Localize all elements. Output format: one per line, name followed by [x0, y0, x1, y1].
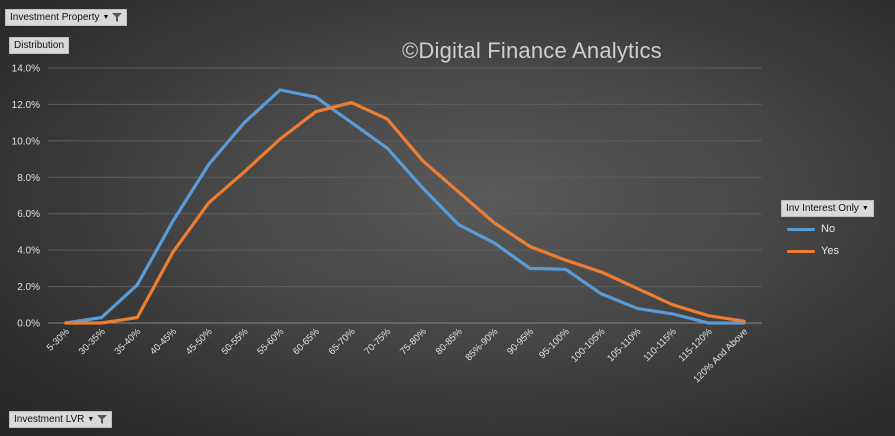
report-filter-button[interactable]: Investment Property ▼ [5, 9, 128, 26]
report-filter-label: Investment Property [10, 12, 100, 23]
y-tick-label: 8.0% [17, 173, 40, 184]
values-field-label: Distribution [14, 40, 65, 51]
legend-label-no: No [821, 223, 836, 235]
axis-field-button[interactable]: Investment LVR ▼ [9, 411, 113, 428]
x-tick-label: 95-100% [537, 326, 572, 361]
legend-field-label: Inv Interest Only [786, 203, 859, 214]
y-tick-label: 0.0% [17, 319, 40, 330]
y-tick-label: 4.0% [17, 246, 40, 257]
x-tick-label: 100-105% [569, 326, 608, 365]
legend-field-button[interactable]: Inv Interest Only ▼ [781, 200, 874, 217]
x-tick-label: 45-50% [184, 326, 215, 357]
x-tick-label: 50-55% [220, 326, 251, 357]
y-tick-label: 2.0% [17, 282, 40, 293]
x-tick-label: 30-35% [77, 326, 108, 357]
y-tick-label: 6.0% [17, 209, 40, 220]
y-tick-label: 12.0% [12, 100, 40, 111]
x-tick-label: 40-45% [148, 326, 179, 357]
x-tick-label: 55-60% [255, 326, 286, 357]
series-line-yes[interactable] [64, 100, 746, 325]
filter-icon [112, 13, 123, 22]
x-tick-label: 110-115% [641, 326, 679, 364]
y-tick-label: 14.0% [12, 64, 40, 75]
watermark-text: ©Digital Finance Analytics [402, 38, 662, 63]
axis-field-label: Investment LVR [14, 414, 85, 425]
x-tick-label: 85%-90% [463, 326, 500, 363]
filter-icon [97, 415, 108, 424]
x-tick-label: 65-70% [327, 326, 358, 357]
x-tick-label: 105-110% [605, 326, 643, 364]
legend-item-no[interactable]: No [787, 223, 835, 235]
values-field-button[interactable]: Distribution [9, 37, 70, 54]
legend-swatch-yes [787, 249, 815, 253]
x-tick-label: 75-80% [398, 326, 429, 357]
legend-label-yes: Yes [821, 245, 839, 257]
chevron-down-icon: ▼ [861, 205, 869, 212]
y-tick-label: 10.0% [12, 136, 40, 147]
x-tick-label: 60-65% [291, 326, 322, 357]
chevron-down-icon: ▼ [102, 14, 110, 21]
x-tick-label: 35-40% [112, 326, 143, 357]
chevron-down-icon: ▼ [87, 416, 95, 423]
series-line-no[interactable] [64, 88, 746, 325]
legend-swatch-no [787, 227, 815, 231]
legend-item-yes[interactable]: Yes [787, 245, 839, 257]
x-tick-label: 5-30% [45, 326, 73, 354]
x-tick-label: 70-75% [362, 326, 393, 357]
x-tick-label: 80-85% [434, 326, 465, 357]
x-tick-label: 90-95% [505, 326, 536, 357]
